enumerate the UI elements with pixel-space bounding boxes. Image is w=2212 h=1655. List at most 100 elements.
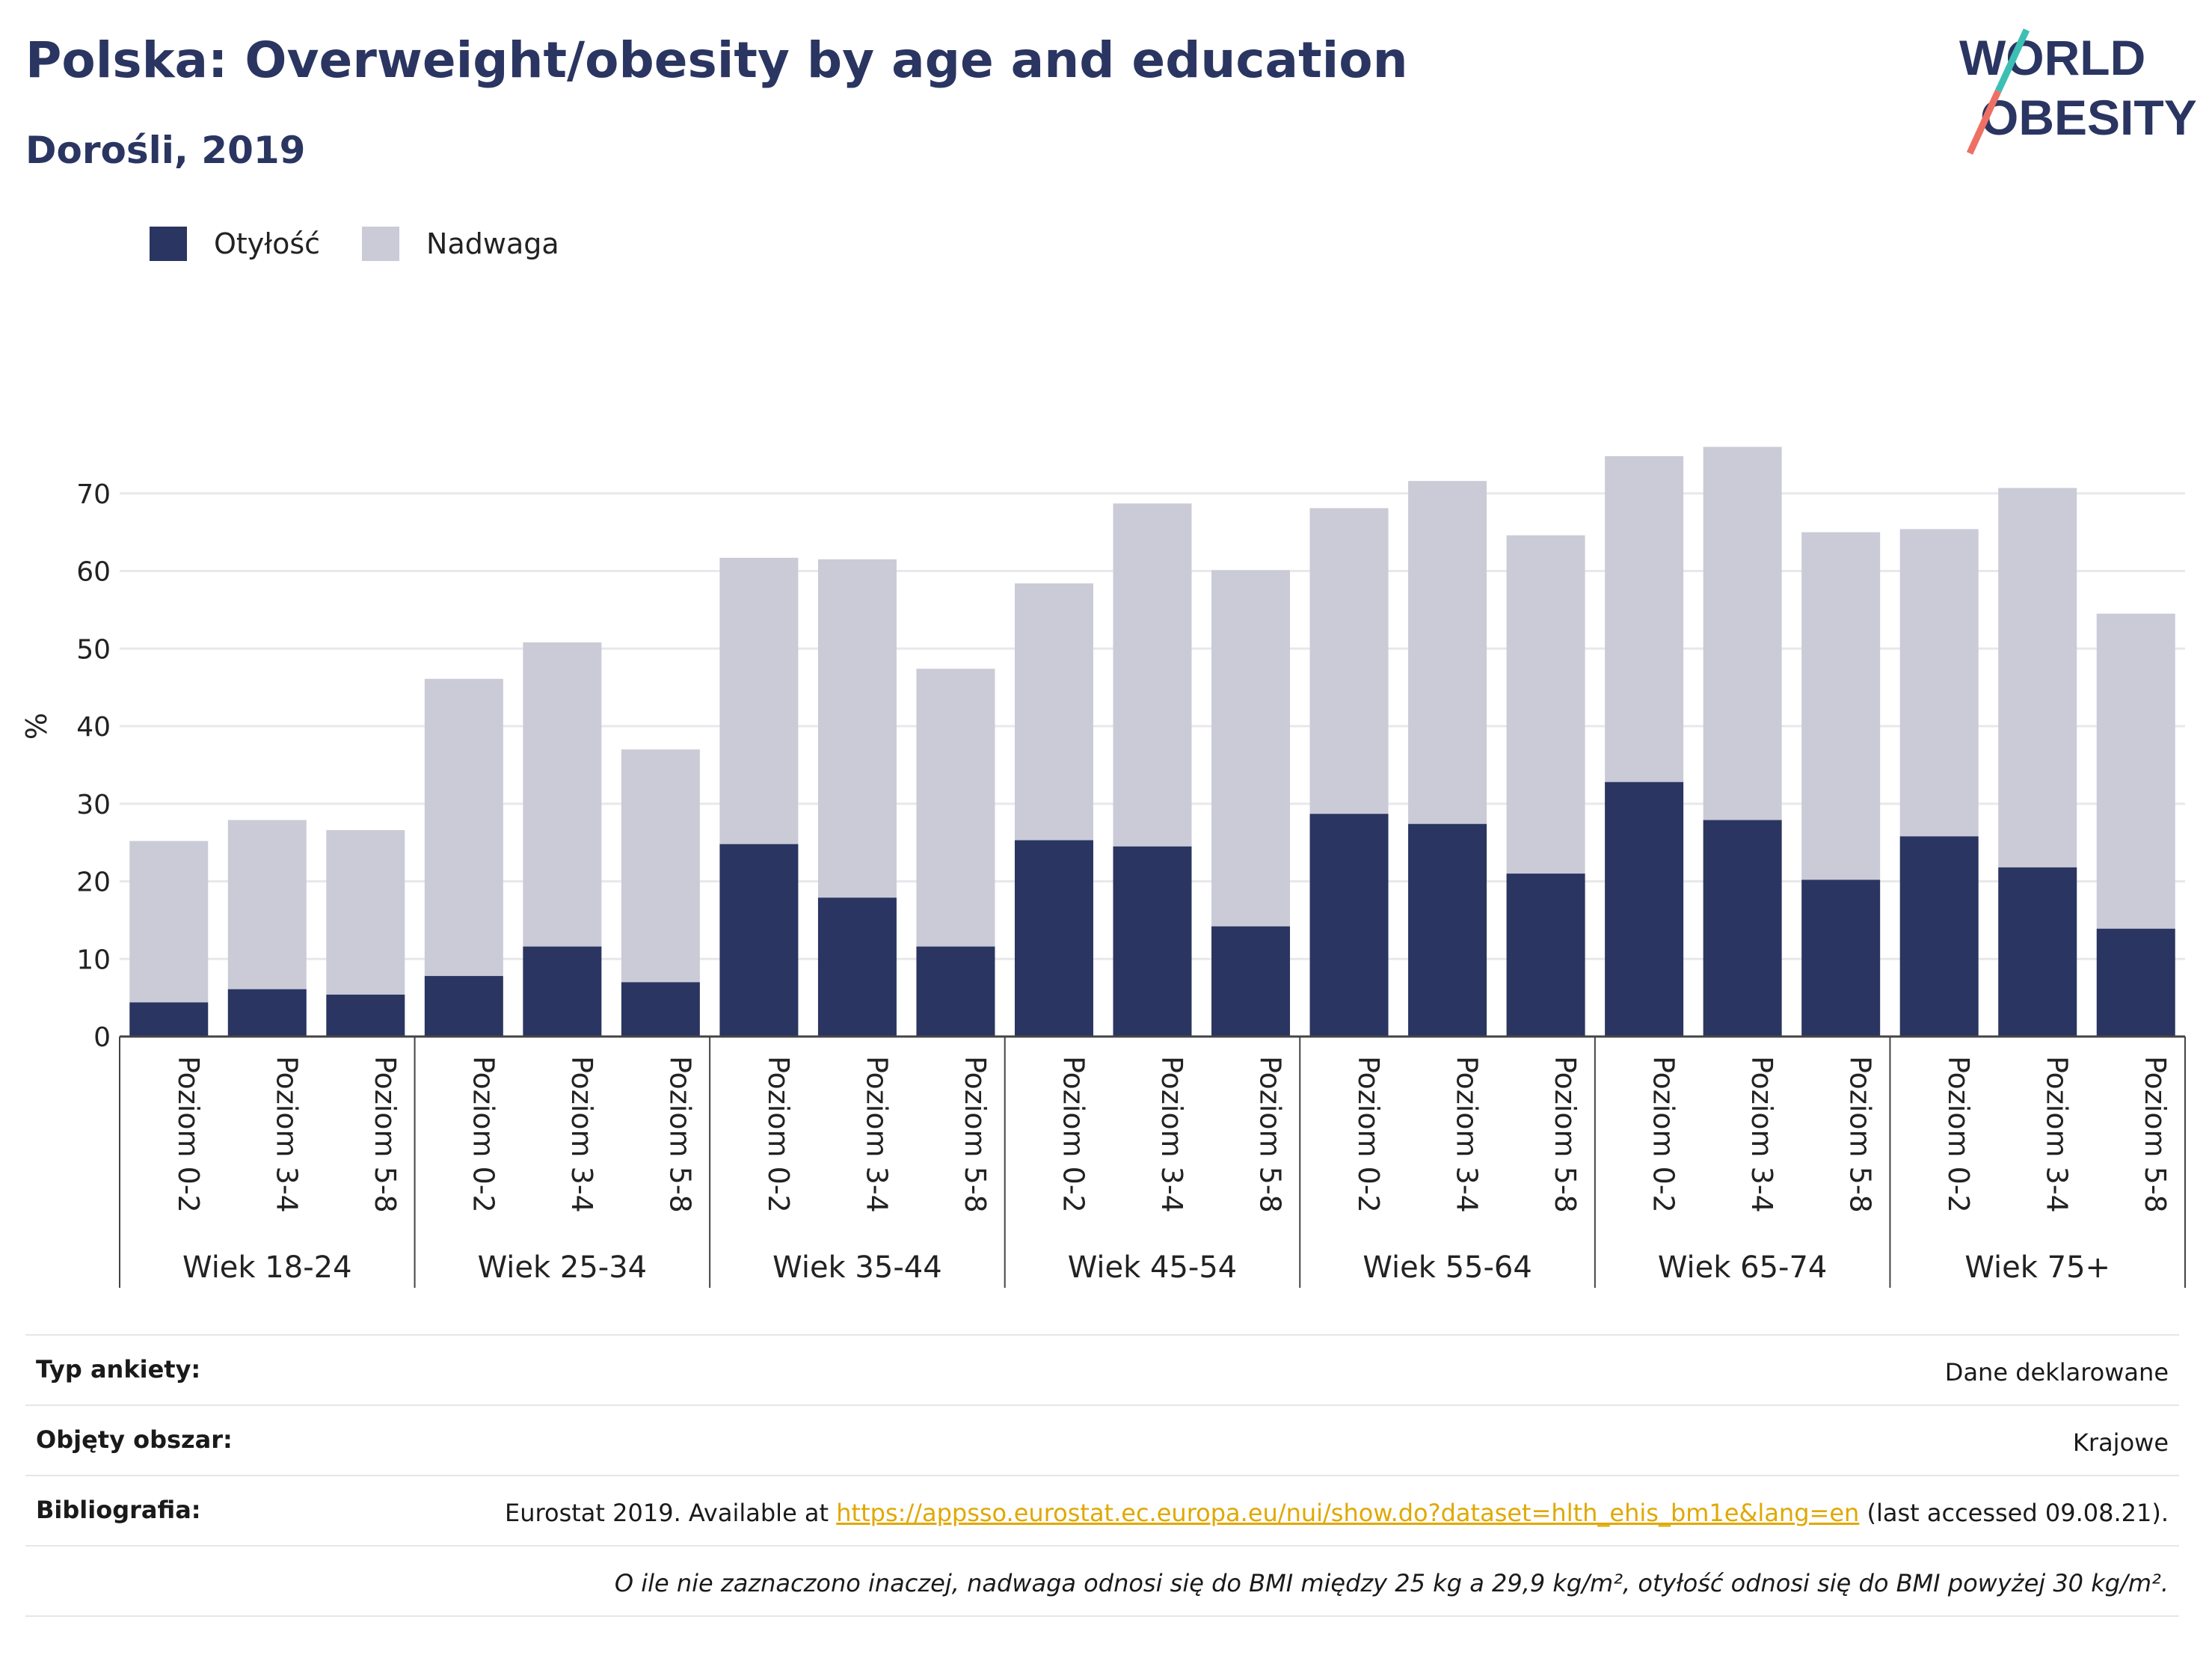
logo-slash-coral	[1966, 90, 2002, 155]
bar-overweight[interactable]	[916, 669, 995, 947]
group-label: Wiek 75+	[1964, 1250, 2110, 1285]
group-label: Wiek 25-34	[478, 1250, 648, 1285]
bar-obesity[interactable]	[326, 994, 405, 1037]
bar-overweight[interactable]	[424, 678, 503, 977]
legend-item-overweight[interactable]: Nadwaga	[362, 227, 559, 261]
bar-overweight[interactable]	[1998, 488, 2077, 868]
bar-obesity[interactable]	[129, 1002, 209, 1037]
bar-overweight[interactable]	[1703, 446, 1782, 820]
meta-note: O ile nie zaznaczono inaczej, nadwaga od…	[614, 1569, 2169, 1597]
bar-overweight[interactable]	[719, 557, 799, 844]
x-tick-label: Poziom 5-8	[369, 1056, 402, 1213]
bar-overweight[interactable]	[1605, 455, 1684, 782]
x-tick-label: Poziom 0-2	[1057, 1056, 1090, 1213]
meta-row-note: O ile nie zaznaczono inaczej, nadwaga od…	[25, 1545, 2179, 1617]
meta-label-survey-type: Typ ankiety:	[36, 1355, 201, 1384]
x-tick-label: Poziom 5-8	[959, 1056, 992, 1213]
bar-obesity[interactable]	[1408, 823, 1487, 1037]
x-tick-label: Poziom 3-4	[270, 1056, 303, 1213]
y-tick-label: 30	[76, 790, 111, 820]
x-tick-label: Poziom 3-4	[565, 1056, 598, 1213]
meta-row-bibliography: Bibliografia: Eurostat 2019. Available a…	[25, 1475, 2179, 1545]
x-tick-label: Poziom 0-2	[1647, 1056, 1680, 1213]
bar-obesity[interactable]	[621, 982, 700, 1037]
bar-obesity[interactable]	[523, 946, 602, 1037]
x-tick-label: Poziom 0-2	[467, 1056, 500, 1213]
x-tick-label: Poziom 3-4	[2041, 1056, 2074, 1213]
chart-legend: Otyłość Nadwaga	[150, 224, 601, 263]
y-tick-label: 20	[76, 868, 111, 898]
bar-obesity[interactable]	[916, 946, 995, 1037]
stacked-bar-chart: 0 10 20 30 40 50 60 70% Poziom 0-2 Poziom 3-4 Pozi…	[20, 446, 2186, 1288]
x-tick-label: Poziom 3-4	[1451, 1056, 1484, 1213]
x-tick-label: Poziom 3-4	[1155, 1056, 1188, 1213]
y-tick-label: 60	[76, 557, 111, 588]
bar-overweight[interactable]	[1309, 508, 1389, 814]
y-axis-title: %	[20, 713, 53, 740]
bar-obesity[interactable]	[2096, 928, 2175, 1037]
bar-obesity[interactable]	[1506, 873, 1585, 1037]
x-tick-label: Poziom 5-8	[663, 1056, 696, 1213]
bar-obesity[interactable]	[1605, 782, 1684, 1037]
bibliography-link[interactable]: https://appsso.eurostat.ec.europa.eu/nui…	[836, 1499, 1860, 1527]
bar-overweight[interactable]	[1506, 535, 1585, 874]
bar-overweight[interactable]	[129, 841, 209, 1003]
bar-overweight[interactable]	[227, 820, 307, 989]
bar-obesity[interactable]	[227, 989, 307, 1037]
bar-obesity[interactable]	[1801, 879, 1881, 1037]
bar-obesity[interactable]	[1113, 846, 1192, 1037]
page-subtitle: Dorośli, 2019	[25, 129, 306, 172]
bar-overweight[interactable]	[1801, 532, 1881, 880]
y-tick-label: 0	[93, 1022, 111, 1053]
x-tick-label: Poziom 0-2	[172, 1056, 205, 1213]
bar-overweight[interactable]	[523, 642, 602, 947]
x-tick-label: Poziom 5-8	[1549, 1056, 1582, 1213]
bar-overweight[interactable]	[1113, 503, 1192, 847]
logo-text-obesity: OBESITY	[1980, 90, 2197, 145]
page-title: Polska: Overweight/obesity by age and ed…	[25, 31, 1408, 89]
bar-overweight[interactable]	[1211, 570, 1291, 927]
legend-swatch-obesity	[150, 227, 187, 261]
x-tick-label: Poziom 5-8	[2139, 1056, 2172, 1213]
bar-obesity[interactable]	[1899, 836, 1979, 1037]
group-label: Wiek 55-64	[1362, 1250, 1532, 1285]
y-tick-label: 10	[76, 945, 111, 975]
x-tick-label: Poziom 3-4	[860, 1056, 893, 1213]
bar-overweight[interactable]	[2096, 613, 2175, 929]
meta-row-survey-type: Typ ankiety: Dane deklarowane	[25, 1334, 2179, 1404]
meta-value-bibliography: Eurostat 2019. Available at https://apps…	[505, 1496, 2169, 1530]
world-obesity-logo: WORLD OBESITY	[1959, 28, 2197, 155]
bar-obesity[interactable]	[1703, 820, 1782, 1037]
y-tick-label: 50	[76, 634, 111, 665]
metadata-table: Typ ankiety: Dane deklarowane Objęty obs…	[25, 1334, 2179, 1617]
bar-overweight[interactable]	[1408, 481, 1487, 824]
bibliography-suffix: (last accessed 09.08.21).	[1859, 1499, 2169, 1527]
group-label: Wiek 18-24	[182, 1250, 352, 1285]
bar-obesity[interactable]	[1309, 814, 1389, 1037]
bar-overweight[interactable]	[1899, 529, 1979, 837]
bar-obesity[interactable]	[1998, 867, 2077, 1037]
meta-row-area: Objęty obszar: Krajowe	[25, 1404, 2179, 1475]
group-label: Wiek 45-54	[1068, 1250, 1238, 1285]
bar-overweight[interactable]	[1014, 583, 1093, 841]
bar-overweight[interactable]	[326, 830, 405, 995]
legend-swatch-overweight	[362, 227, 400, 261]
legend-label-overweight: Nadwaga	[426, 227, 559, 260]
bar-obesity[interactable]	[1014, 840, 1093, 1037]
meta-value-survey-type: Dane deklarowane	[1944, 1358, 2169, 1387]
x-tick-label: Poziom 5-8	[1844, 1056, 1877, 1213]
bar-overweight[interactable]	[817, 559, 897, 898]
meta-label-area: Objęty obszar:	[36, 1425, 233, 1454]
legend-item-obesity[interactable]: Otyłość	[150, 227, 320, 261]
bar-obesity[interactable]	[1211, 926, 1291, 1037]
bar-overweight[interactable]	[621, 749, 700, 983]
bar-obesity[interactable]	[719, 844, 799, 1037]
bar-obesity[interactable]	[424, 976, 503, 1037]
group-label: Wiek 35-44	[772, 1250, 942, 1285]
meta-value-area: Krajowe	[2072, 1428, 2169, 1457]
x-tick-label: Poziom 5-8	[1254, 1056, 1287, 1213]
bar-obesity[interactable]	[817, 897, 897, 1037]
group-label: Wiek 65-74	[1658, 1250, 1828, 1285]
bibliography-prefix: Eurostat 2019. Available at	[505, 1499, 837, 1527]
x-tick-label: Poziom 0-2	[1942, 1056, 1975, 1213]
